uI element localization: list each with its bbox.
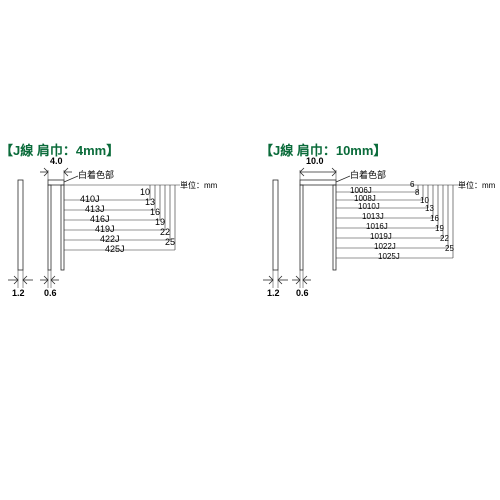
right-wire-width: 1.2 (267, 288, 280, 298)
right-colored-part: 白着色部 (350, 168, 386, 181)
series-code: 422J (100, 234, 120, 244)
series-len: 10 (140, 187, 150, 197)
series-code: 413J (85, 204, 105, 214)
series-code: 1022J (374, 242, 396, 251)
series-len: 19 (155, 217, 165, 227)
series-code: 1013J (362, 212, 384, 221)
left-colored-part: 白着色部 (78, 168, 114, 181)
left-wire-width: 1.2 (12, 288, 25, 298)
series-len: 16 (150, 207, 160, 217)
right-diagram: 【J線 肩巾：10mm】 (260, 140, 500, 360)
series-len: 6 (410, 180, 414, 189)
left-crown-label: 4.0 (50, 156, 63, 166)
series-len: 22 (160, 227, 170, 237)
series-code: 1010J (358, 202, 380, 211)
left-diagram: 【J線 肩巾：4mm】 (0, 140, 250, 360)
series-code: 1025J (378, 252, 400, 261)
series-code: 1019J (370, 232, 392, 241)
right-wire-thickness: 0.6 (296, 288, 309, 298)
series-len: 25 (445, 244, 454, 253)
series-len: 25 (165, 237, 175, 247)
series-len: 8 (415, 188, 419, 197)
series-len: 13 (425, 204, 434, 213)
series-len: 13 (145, 197, 155, 207)
series-len: 16 (430, 214, 439, 223)
right-unit: 単位：mm (458, 180, 495, 191)
series-code: 419J (95, 224, 115, 234)
series-code: 410J (80, 194, 100, 204)
series-code: 1016J (366, 222, 388, 231)
left-unit: 単位：mm (180, 180, 217, 191)
right-crown-label: 10.0 (306, 156, 324, 166)
series-len: 22 (440, 234, 449, 243)
left-svg (0, 140, 250, 360)
series-code: 425J (105, 244, 125, 254)
left-wire-thickness: 0.6 (44, 288, 57, 298)
series-len: 19 (435, 224, 444, 233)
series-code: 416J (90, 214, 110, 224)
